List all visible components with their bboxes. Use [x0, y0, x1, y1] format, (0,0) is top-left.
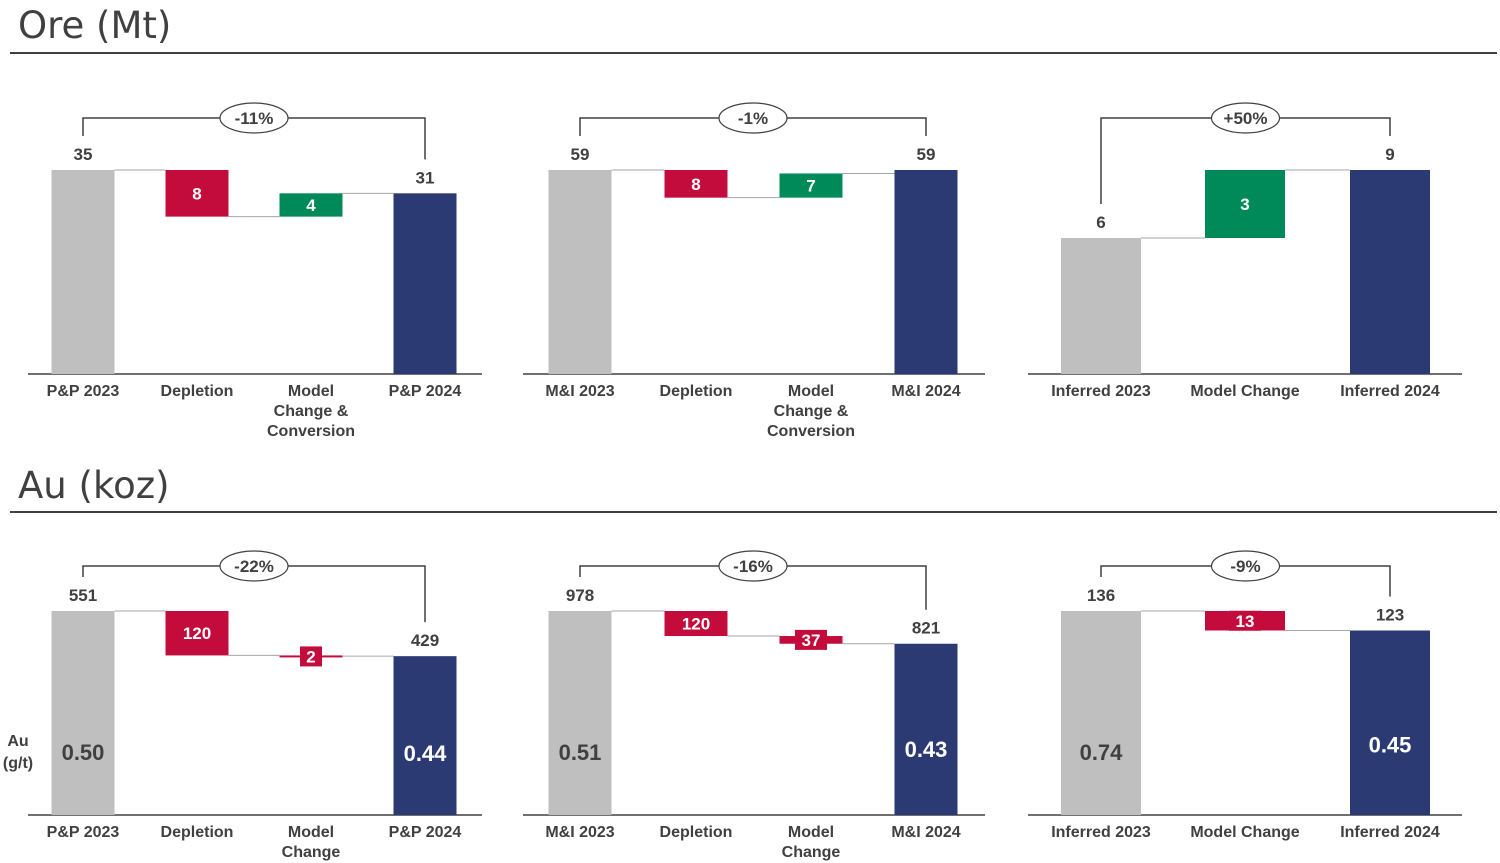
grade-axis-label: Au — [7, 733, 28, 750]
change-badge — [718, 550, 788, 582]
value-label-start: 978 — [566, 586, 594, 605]
category-label: P&P 2024 — [389, 383, 462, 400]
bar-increase — [1205, 170, 1285, 238]
category-label: Model — [788, 824, 834, 841]
category-label: P&P 2024 — [389, 824, 462, 841]
section-title-ore: Ore (Mt) — [18, 4, 172, 47]
category-label: P&P 2023 — [47, 824, 120, 841]
change-badge — [219, 550, 289, 582]
category-label: Change — [782, 844, 841, 861]
value-label-box — [300, 646, 322, 667]
bar-end — [894, 170, 958, 374]
category-label: Inferred 2023 — [1051, 383, 1151, 400]
grade-label-start: 0.51 — [559, 740, 602, 765]
change-badge — [718, 102, 788, 134]
change-badge — [1210, 550, 1281, 582]
bar-decrease — [165, 170, 229, 217]
value-label-delta: 8 — [691, 175, 700, 194]
category-label: Depletion — [161, 824, 234, 841]
bar-decrease — [664, 611, 728, 637]
bar-end — [393, 193, 457, 374]
value-label-end: 821 — [912, 619, 940, 638]
category-label: Change — [282, 844, 341, 861]
category-label: Model Change — [1190, 824, 1299, 841]
section-divider — [10, 52, 1497, 54]
value-label-delta: 120 — [183, 624, 211, 643]
value-label-box — [795, 629, 827, 650]
bar-end — [1350, 170, 1430, 374]
value-label-delta: 3 — [1240, 195, 1249, 214]
bar-increase — [279, 193, 343, 217]
value-label-delta: 37 — [802, 631, 821, 650]
section-divider — [10, 511, 1497, 513]
category-label: M&I 2024 — [891, 824, 960, 841]
bar-end — [1350, 630, 1430, 815]
category-label: M&I 2023 — [545, 383, 614, 400]
change-badge — [1210, 102, 1281, 134]
value-label-start: 136 — [1087, 586, 1115, 605]
category-label: P&P 2023 — [47, 383, 120, 400]
grade-label-end: 0.45 — [1369, 732, 1412, 757]
value-label-end: 123 — [1376, 606, 1404, 625]
category-label: Change & — [774, 403, 849, 420]
value-label-end: 429 — [411, 631, 439, 650]
section-title-au: Au (koz) — [18, 464, 170, 507]
grade-axis-label: (g/t) — [3, 755, 33, 772]
bar-end — [393, 656, 457, 815]
bar-start — [51, 611, 115, 815]
value-label-start: 35 — [74, 145, 93, 164]
category-label: Inferred 2024 — [1340, 383, 1440, 400]
value-label-delta: 4 — [306, 196, 316, 215]
value-label-delta: 120 — [682, 615, 710, 634]
bar-decrease — [165, 611, 229, 656]
category-label: M&I 2023 — [545, 824, 614, 841]
change-label: +50% — [1224, 109, 1268, 128]
grade-label-start: 0.74 — [1080, 740, 1124, 765]
value-label-delta: 13 — [1236, 612, 1255, 631]
category-label: Depletion — [660, 383, 733, 400]
category-label: Inferred 2024 — [1340, 824, 1440, 841]
bar-increase — [779, 173, 843, 198]
value-label-start: 59 — [571, 145, 590, 164]
category-label: Model — [288, 824, 334, 841]
category-label: Model Change — [1190, 383, 1299, 400]
bar-decrease — [664, 170, 728, 198]
value-label-delta: 8 — [192, 184, 201, 203]
category-label: Model — [788, 383, 834, 400]
change-label: -9% — [1230, 557, 1260, 576]
value-label-end: 59 — [917, 145, 936, 164]
bar-start — [548, 611, 612, 815]
category-label: M&I 2024 — [891, 383, 960, 400]
grade-label-end: 0.43 — [905, 737, 948, 762]
grade-label-start: 0.50 — [62, 740, 105, 765]
grade-label-end: 0.44 — [404, 741, 448, 766]
category-label: Conversion — [767, 423, 855, 440]
change-label: -1% — [738, 109, 768, 128]
bar-start — [1061, 238, 1141, 374]
category-label: Inferred 2023 — [1051, 824, 1151, 841]
value-label-start: 6 — [1096, 213, 1105, 232]
change-badge — [219, 102, 289, 134]
value-label-end: 31 — [416, 168, 435, 187]
bar-start — [1061, 611, 1141, 815]
category-label: Depletion — [660, 824, 733, 841]
value-label-delta: 7 — [806, 177, 815, 196]
value-label-box — [1229, 610, 1261, 631]
bar-start — [51, 170, 115, 374]
value-label-start: 551 — [69, 586, 97, 605]
bar-start — [548, 170, 612, 374]
category-label: Change & — [274, 403, 349, 420]
category-label: Model — [288, 383, 334, 400]
change-label: -11% — [235, 109, 274, 128]
change-label: -22% — [234, 557, 274, 576]
bar-end — [894, 643, 958, 815]
value-label-end: 9 — [1385, 145, 1394, 164]
category-label: Conversion — [267, 423, 355, 440]
category-label: Depletion — [161, 383, 234, 400]
change-label: -16% — [733, 557, 773, 576]
value-label-delta: 2 — [306, 647, 315, 666]
